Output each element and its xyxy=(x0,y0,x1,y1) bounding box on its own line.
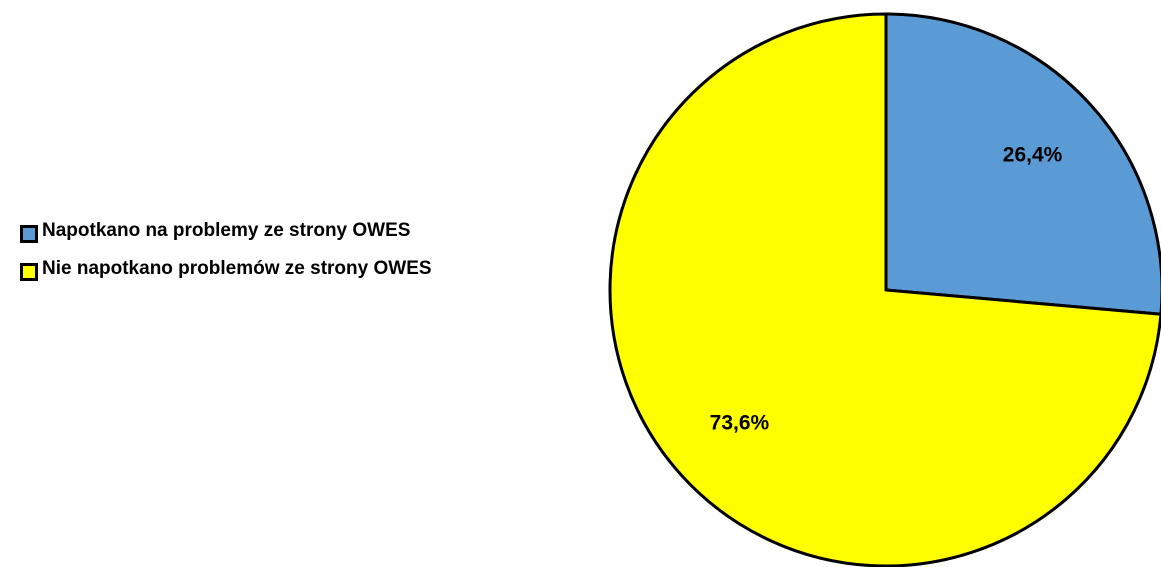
legend-item-no-problems: Nie napotkano problemów ze strony OWES xyxy=(20,258,460,282)
pie-data-labels: 26,4% 73,6% xyxy=(710,143,1063,434)
legend: Napotkano na problemy ze strony OWES Nie… xyxy=(20,220,460,298)
legend-swatch-problems xyxy=(20,225,38,243)
pie-slices xyxy=(608,12,1161,567)
pie-slice-no-problems xyxy=(608,12,1161,567)
legend-label-no-problems: Nie napotkano problemów ze strony OWES xyxy=(42,258,432,279)
legend-swatch-no-problems xyxy=(20,263,38,281)
data-label-no-problems: 73,6% xyxy=(710,412,770,435)
legend-label-problems: Napotkano na problemy ze strony OWES xyxy=(42,220,411,241)
pie-slice-problems xyxy=(884,12,1161,316)
data-label-problems: 26,4% xyxy=(1003,143,1063,166)
legend-item-problems: Napotkano na problemy ze strony OWES xyxy=(20,220,460,244)
